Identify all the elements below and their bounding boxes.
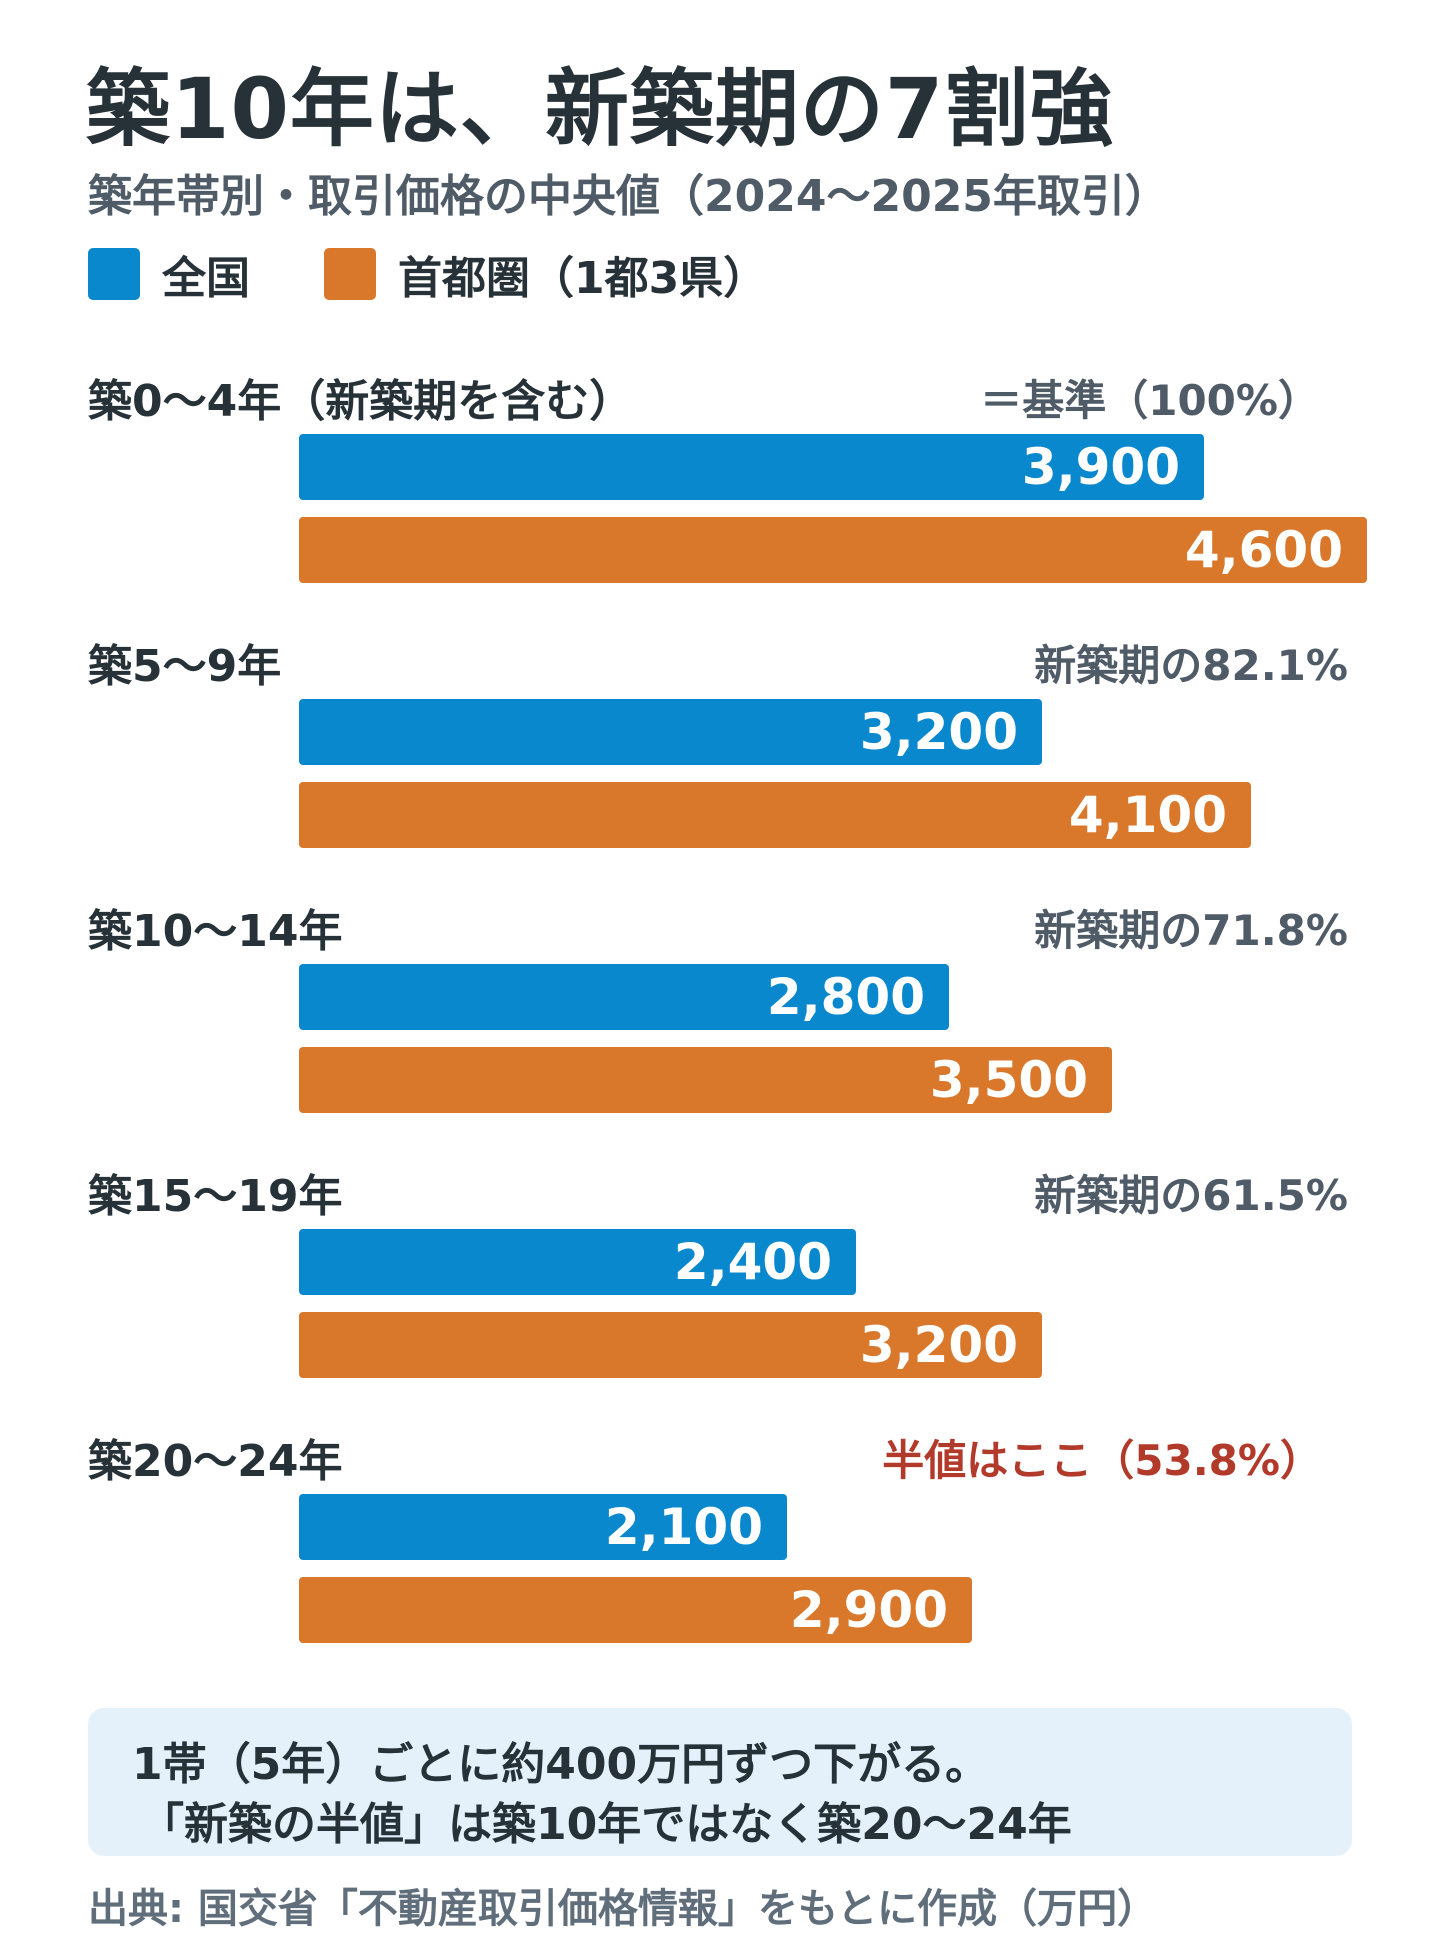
callout-line-2: 「新築の半値」は築10年ではなく築20〜24年 (140, 1799, 1072, 1850)
source-note: 出典: 国交省「不動産取引価格情報」をもとに作成（万円） (88, 1886, 1158, 1932)
bar-value-label: 3,200 (859, 1316, 1018, 1374)
category-label: 築20〜24年 (88, 1436, 343, 1487)
bar-national: 3,200 (299, 699, 1042, 765)
bar-metro: 2,900 (299, 1577, 972, 1643)
bar-metro: 4,100 (299, 782, 1251, 848)
bar-national: 2,800 (299, 964, 949, 1030)
bar-metro: 3,200 (299, 1312, 1042, 1378)
category-note: 新築期の71.8% (1034, 906, 1348, 955)
chart-title: 築10年は、新築期の7割強 (86, 60, 1115, 158)
category-label: 築0〜4年（新築期を含む） (88, 376, 634, 427)
category-label: 築10〜14年 (88, 906, 343, 957)
bar-national: 2,100 (299, 1494, 787, 1560)
callout-line-1: 1帯（5年）ごとに約400万円ずつ下がる。 (132, 1739, 990, 1790)
bar-value-label: 3,500 (929, 1051, 1088, 1109)
bar-value-label: 3,900 (1021, 438, 1180, 496)
bar-value-label: 2,400 (673, 1233, 832, 1291)
legend: 全国 首都圏（1都3県） (88, 244, 841, 304)
bar-value-label: 4,100 (1068, 786, 1227, 844)
legend-item-metro: 首都圏（1都3県） (324, 242, 767, 306)
bar-value-label: 4,600 (1184, 521, 1343, 579)
legend-item-national: 全国 (88, 242, 250, 306)
bar-value-label: 3,200 (859, 703, 1018, 761)
legend-label-metro: 首都圏（1都3県） (398, 253, 768, 304)
legend-swatch-metro (324, 248, 376, 300)
category-note: ＝基準（100%） (980, 376, 1320, 425)
legend-swatch-national (88, 248, 140, 300)
bar-value-label: 2,900 (789, 1581, 948, 1639)
category-note: 新築期の82.1% (1034, 641, 1348, 690)
category-note: 半値はここ（53.8%） (882, 1436, 1322, 1485)
bar-value-label: 2,800 (766, 968, 925, 1026)
bar-national: 2,400 (299, 1229, 856, 1295)
bar-value-label: 2,100 (604, 1498, 763, 1556)
category-label: 築5〜9年 (88, 641, 282, 692)
summary-callout: 1帯（5年）ごとに約400万円ずつ下がる。 「新築の半値」は築10年ではなく築2… (88, 1708, 1352, 1856)
bar-national: 3,900 (299, 434, 1204, 500)
chart-subtitle: 築年帯別・取引価格の中央値（2024〜2025年取引） (88, 171, 1169, 222)
bar-metro: 4,600 (299, 517, 1367, 583)
legend-label-national: 全国 (162, 253, 250, 304)
bar-metro: 3,500 (299, 1047, 1112, 1113)
category-label: 築15〜19年 (88, 1171, 343, 1222)
category-note: 新築期の61.5% (1034, 1171, 1348, 1220)
